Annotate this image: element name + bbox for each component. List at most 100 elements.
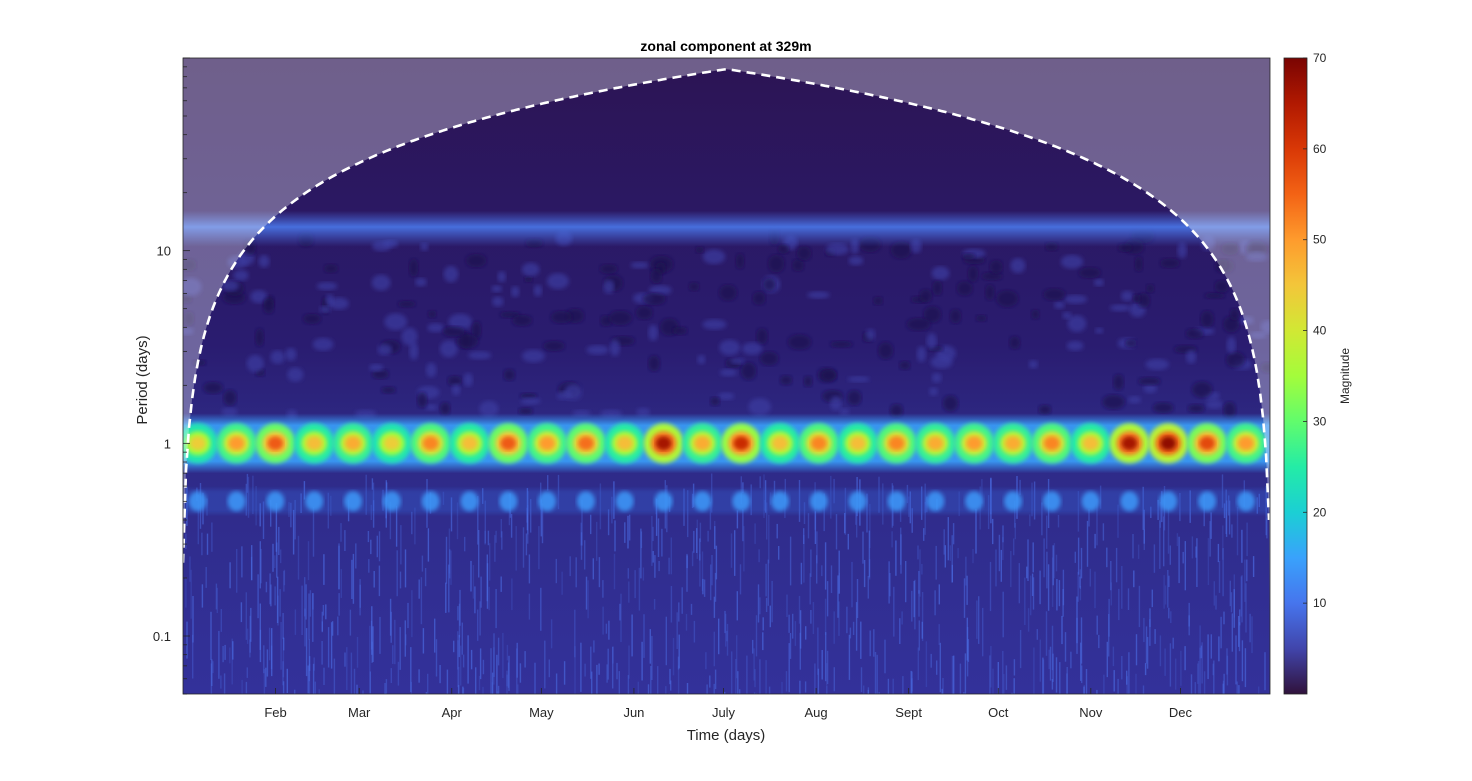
noise-blob — [550, 310, 573, 324]
noise-streak — [1059, 662, 1061, 694]
noise-streak — [593, 640, 595, 653]
noise-streak — [706, 684, 708, 694]
y-tick-label: 1 — [164, 436, 171, 451]
noise-streak — [259, 603, 261, 650]
noise-streak — [685, 613, 688, 631]
noise-streak — [340, 569, 342, 598]
noise-streak — [185, 533, 187, 549]
noise-streak — [265, 667, 267, 687]
noise-streak — [212, 661, 214, 674]
noise-streak — [924, 502, 926, 535]
noise-streak — [953, 655, 955, 694]
noise-streak — [1089, 568, 1091, 587]
noise-streak — [494, 535, 496, 562]
noise-streak — [1188, 615, 1190, 627]
noise-streak — [222, 646, 224, 663]
noise-streak — [321, 641, 323, 665]
noise-blob — [847, 376, 870, 383]
noise-streak — [1080, 547, 1083, 579]
noise-streak — [851, 561, 853, 608]
noise-streak — [835, 514, 838, 550]
noise-streak — [356, 637, 359, 668]
noise-streak — [506, 670, 508, 694]
y-axis: 0.1 1 10 — [153, 57, 190, 695]
diurnal-peak-core — [810, 436, 827, 451]
noise-streak — [709, 675, 711, 688]
noise-streak — [477, 609, 479, 641]
noise-blob — [492, 296, 504, 307]
noise-streak — [279, 589, 281, 617]
noise-streak — [757, 584, 760, 623]
noise-streak — [690, 603, 693, 615]
noise-streak — [414, 507, 416, 545]
noise-streak — [957, 548, 959, 559]
noise-streak — [910, 670, 912, 694]
noise-streak — [628, 581, 630, 603]
noise-streak — [223, 673, 226, 694]
noise-streak — [538, 526, 540, 570]
noise-streak — [246, 473, 249, 493]
noise-streak — [799, 680, 801, 694]
noise-streak — [547, 475, 549, 491]
noise-streak — [739, 689, 741, 694]
noise-streak — [1077, 571, 1079, 602]
noise-streak — [587, 580, 589, 619]
noise-streak — [410, 647, 412, 692]
noise-streak — [1233, 589, 1235, 628]
noise-streak — [1018, 563, 1020, 604]
noise-streak — [1159, 635, 1162, 667]
noise-streak — [798, 595, 801, 624]
noise-streak — [526, 507, 528, 523]
noise-blob — [1160, 258, 1180, 269]
noise-streak — [459, 589, 461, 626]
noise-streak — [869, 504, 871, 548]
noise-streak — [461, 622, 463, 655]
noise-streak — [280, 622, 282, 670]
noise-streak — [759, 597, 761, 615]
noise-streak — [448, 564, 450, 613]
noise-blob — [1186, 350, 1197, 364]
noise-blob — [718, 392, 735, 400]
noise-streak — [643, 614, 645, 658]
noise-streak — [482, 659, 485, 675]
noise-streak — [439, 665, 441, 684]
noise-streak — [385, 679, 388, 694]
noise-streak — [715, 545, 718, 580]
noise-streak — [1024, 577, 1026, 625]
noise-streak — [862, 531, 864, 564]
noise-streak — [495, 530, 497, 543]
noise-streak — [638, 567, 641, 611]
noise-streak — [482, 686, 484, 694]
diurnal-peak-core — [1237, 436, 1254, 451]
noise-streak — [1143, 529, 1145, 550]
noise-streak — [314, 681, 316, 694]
noise-streak — [510, 514, 513, 538]
noise-streak — [975, 508, 977, 554]
noise-streak — [1163, 575, 1165, 609]
noise-streak — [1220, 616, 1222, 649]
noise-streak — [911, 590, 913, 622]
noise-streak — [283, 637, 285, 651]
noise-streak — [301, 585, 303, 635]
noise-streak — [457, 640, 459, 688]
noise-streak — [1196, 538, 1198, 587]
noise-streak — [1062, 589, 1064, 617]
noise-streak — [668, 557, 670, 575]
noise-streak — [826, 650, 829, 684]
noise-streak — [1074, 551, 1076, 563]
noise-blob — [760, 351, 779, 366]
noise-streak — [773, 480, 776, 498]
noise-streak — [1133, 570, 1135, 588]
noise-streak — [952, 523, 955, 545]
noise-streak — [612, 646, 614, 689]
noise-streak — [312, 507, 315, 557]
noise-streak — [448, 528, 451, 574]
noise-streak — [1251, 616, 1253, 654]
noise-streak — [479, 648, 482, 680]
noise-streak — [497, 685, 500, 694]
noise-streak — [322, 605, 325, 616]
noise-streak — [422, 628, 425, 654]
noise-streak — [989, 561, 992, 612]
noise-blob — [255, 328, 264, 347]
noise-streak — [918, 590, 920, 617]
